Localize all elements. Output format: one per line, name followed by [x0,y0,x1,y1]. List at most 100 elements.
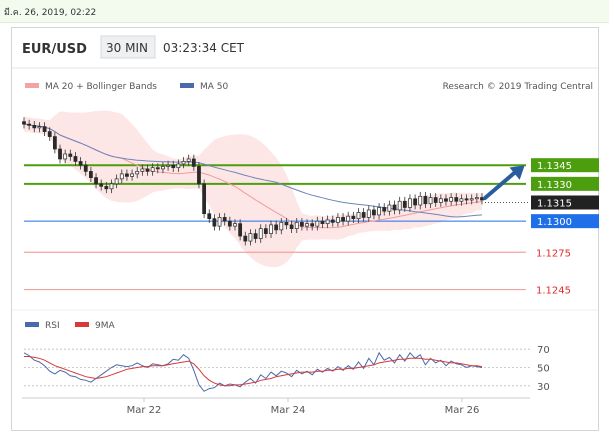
candle [351,211,356,224]
candle [459,194,464,206]
candle [423,191,428,209]
candle [346,211,351,226]
candle-body [392,204,397,211]
level-tags: 1.1345 1.1330 1.1315 1.1300 1.1275 1.1245 [531,158,599,297]
candle [274,220,279,235]
level-label-1.1345: 1.1345 [537,161,572,172]
candle-body [130,173,134,177]
candle [155,163,160,174]
candle-body [284,222,289,226]
candle [325,215,330,228]
candle [238,219,243,241]
candle-body [402,200,407,208]
candle-body [73,156,78,162]
candle-body [341,217,345,222]
candle-body [47,131,52,137]
candle [408,194,412,212]
candle-body [181,161,186,165]
candle [227,216,232,231]
candle [191,154,196,171]
candle-body [119,173,124,180]
rsi-legend-swatch [25,322,39,327]
candle-body [269,224,273,234]
candle [176,159,181,173]
candle [150,163,155,176]
candle [119,169,124,184]
candle-body [68,153,73,157]
candle [207,209,212,224]
candle-body [408,198,412,208]
candle-body [289,224,294,229]
candle [42,122,47,136]
candle-body [366,209,371,218]
x-axis: Mar 22 Mar 24 Mar 26 [22,397,530,416]
candle-body [42,126,47,132]
level-tag-1.1330 [531,176,599,191]
rsi-legend-label: RSI [45,321,60,331]
candle-body [135,171,140,175]
candle-body [37,126,42,129]
ma50-legend-swatch [180,83,194,88]
candle-body [104,185,109,190]
candle [37,122,42,133]
candle [454,193,459,206]
x-tick-label: Mar 22 [127,405,162,416]
candle [366,205,371,222]
candle-body [330,219,335,223]
candle [83,160,88,176]
candle [145,164,150,176]
candle [52,132,57,154]
candle [269,220,273,238]
candle-body [320,220,325,224]
candle [433,193,438,207]
candle-body [444,198,448,202]
candle [310,219,315,231]
candle-body [197,166,201,185]
candle [258,224,263,243]
candle [341,213,345,226]
candle-body [233,223,237,227]
candle [474,193,479,204]
level-tag-1.1300 [531,214,599,229]
rsi-ma-legend-label: 9MA [95,321,115,331]
candle [22,117,26,129]
candle-body [356,212,361,220]
candle-body [166,164,170,167]
rsi-tick-50: 50 [537,364,550,375]
candle [197,162,201,189]
candle [356,208,361,224]
candle [402,196,407,212]
candle [63,149,68,164]
candle-body [161,166,165,170]
candle-body [299,222,304,227]
candle-body [207,213,212,220]
candle-body [99,183,104,187]
candle-body [310,223,315,227]
candle [469,194,474,205]
candle [125,169,129,181]
candle-body [176,163,181,169]
candle [217,213,222,231]
interval-label: 30 MIN [106,41,148,55]
candle [444,194,448,206]
time-label: 03:23:34 CET [163,41,245,55]
candle-body [145,168,150,172]
rsi-chart: 70 50 30 [23,345,550,393]
candle-body [305,223,309,227]
candle [263,224,268,238]
candle [171,160,176,173]
candle [315,216,320,231]
candle [58,144,62,164]
candle-body [248,233,253,242]
candle-body [459,198,464,202]
level-tag-1.1315 [531,195,599,210]
forecast-arrow [483,165,525,201]
candle [336,213,340,227]
candle [94,173,98,189]
candle-body [418,195,423,206]
candlesticks [22,117,484,246]
candle-body [336,217,340,223]
candle-body [474,197,479,200]
candle-body [83,164,88,172]
candle [161,162,165,174]
